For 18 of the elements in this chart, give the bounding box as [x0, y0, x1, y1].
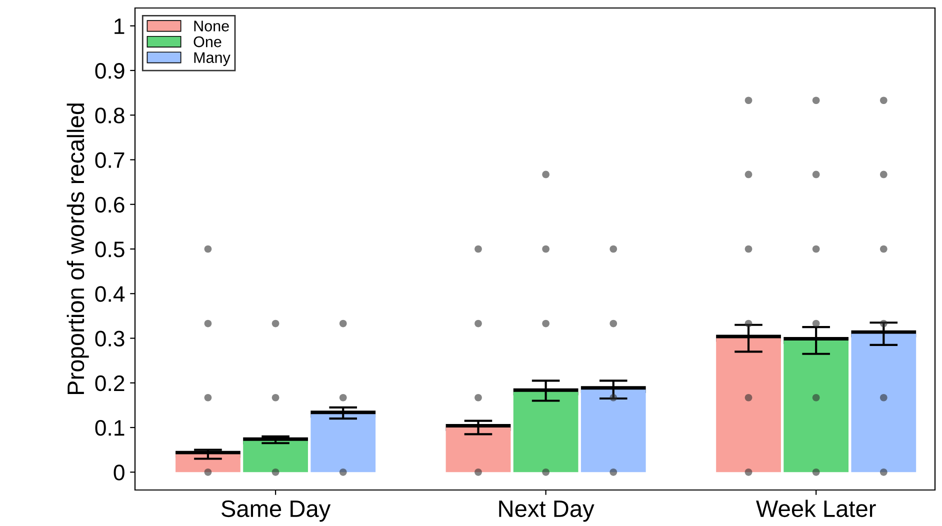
y-tick-label: 0.4 — [95, 286, 125, 302]
y-axis-title: Proportion of words recalled — [66, 104, 89, 394]
y-tick-label: 0.2 — [95, 375, 124, 392]
x-tick-label: Next Day — [499, 500, 594, 522]
x-tick-label: Same Day — [222, 500, 331, 522]
y-tick-label: 0.5 — [95, 242, 124, 258]
y-tick-label: 0 — [114, 464, 124, 480]
y-tick-label: 0.6 — [95, 196, 124, 213]
y-tick-label: 0.7 — [95, 152, 124, 168]
y-tick-label: 0.1 — [95, 420, 124, 436]
y-tick-label: 0.8 — [95, 108, 124, 124]
y-tick-label: 0.9 — [95, 63, 124, 79]
y-tick-label: 1 — [114, 18, 124, 34]
legend-label: One — [194, 36, 222, 48]
legend-label: Many — [194, 52, 230, 66]
x-tick-label: Week Later — [756, 500, 876, 518]
legend-label: None — [194, 20, 229, 32]
y-tick-label: 0.3 — [95, 330, 124, 347]
